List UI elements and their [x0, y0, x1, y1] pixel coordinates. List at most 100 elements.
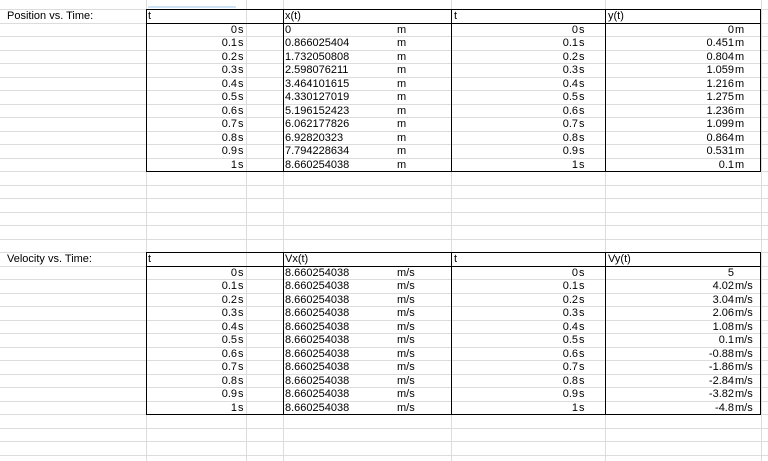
unit-cell[interactable]: s: [579, 104, 585, 117]
value-cell[interactable]: 0.3: [221, 307, 237, 319]
unit-cell[interactable]: s: [238, 293, 244, 306]
unit-cell[interactable]: s: [238, 91, 244, 103]
unit-cell[interactable]: s: [238, 145, 244, 157]
unit-cell[interactable]: m: [397, 131, 407, 144]
value-cell[interactable]: 0.2: [562, 50, 578, 63]
value-cell[interactable]: 8.660254038: [285, 266, 350, 279]
unit-cell[interactable]: s: [579, 307, 585, 319]
unit-cell[interactable]: m: [735, 37, 745, 49]
value-cell[interactable]: 0.866025404: [285, 37, 350, 49]
unit-cell[interactable]: m: [735, 50, 745, 63]
value-cell[interactable]: 0.5: [562, 334, 578, 346]
unit-cell[interactable]: s: [238, 401, 244, 414]
value-cell[interactable]: 1.08: [712, 320, 734, 333]
value-cell[interactable]: 0.9: [562, 388, 578, 400]
unit-cell[interactable]: s: [579, 334, 585, 346]
value-cell[interactable]: 1.059: [706, 64, 734, 76]
unit-cell[interactable]: s: [238, 104, 244, 117]
value-cell[interactable]: 0.7: [221, 118, 237, 130]
value-cell[interactable]: 1.275: [706, 91, 734, 103]
unit-cell[interactable]: s: [579, 361, 585, 373]
value-cell[interactable]: 7.794228634: [285, 145, 350, 157]
value-cell[interactable]: 0.6: [221, 104, 237, 117]
value-cell[interactable]: 0.3: [221, 64, 237, 76]
value-cell[interactable]: 2.06: [712, 307, 734, 319]
unit-cell[interactable]: s: [579, 118, 585, 130]
unit-cell[interactable]: s: [238, 280, 244, 292]
unit-cell[interactable]: m/s: [735, 401, 753, 414]
value-cell[interactable]: 1: [230, 401, 237, 414]
value-cell[interactable]: 0.9: [221, 145, 237, 157]
value-cell[interactable]: 8.660254038: [285, 401, 350, 414]
value-cell[interactable]: 8.660254038: [285, 320, 350, 333]
unit-cell[interactable]: s: [579, 401, 585, 414]
unit-cell[interactable]: s: [579, 37, 585, 49]
unit-cell[interactable]: s: [579, 388, 585, 400]
unit-cell[interactable]: m/s: [735, 280, 753, 292]
unit-cell[interactable]: s: [579, 23, 585, 36]
unit-cell[interactable]: s: [579, 91, 585, 103]
value-cell[interactable]: -1.86: [708, 361, 734, 373]
unit-cell[interactable]: m: [735, 77, 745, 90]
value-cell[interactable]: 1: [571, 158, 578, 171]
value-cell[interactable]: 8.660254038: [285, 361, 350, 373]
value-cell[interactable]: 1.099: [706, 118, 734, 130]
unit-cell[interactable]: s: [579, 131, 585, 144]
unit-cell[interactable]: m: [397, 23, 407, 36]
unit-cell[interactable]: s: [579, 145, 585, 157]
value-cell[interactable]: 0.7: [562, 118, 578, 130]
column-header[interactable]: Vx(t): [285, 253, 309, 265]
value-cell[interactable]: 8.660254038: [285, 280, 350, 292]
value-cell[interactable]: 0.1: [221, 37, 237, 49]
unit-cell[interactable]: m: [397, 64, 407, 76]
unit-cell[interactable]: s: [579, 266, 585, 279]
value-cell[interactable]: 0: [727, 23, 734, 36]
value-cell[interactable]: 5: [727, 266, 734, 279]
unit-cell[interactable]: s: [579, 64, 585, 76]
unit-cell[interactable]: s: [238, 131, 244, 144]
unit-cell[interactable]: m: [397, 50, 407, 63]
value-cell[interactable]: 1: [571, 401, 578, 414]
value-cell[interactable]: 1: [230, 158, 237, 171]
unit-cell[interactable]: s: [579, 320, 585, 333]
value-cell[interactable]: 0.4: [562, 320, 578, 333]
unit-cell[interactable]: s: [238, 347, 244, 360]
unit-cell[interactable]: s: [238, 64, 244, 76]
column-header[interactable]: t: [148, 253, 152, 265]
value-cell[interactable]: 0.2: [221, 50, 237, 63]
value-cell[interactable]: 0.5: [562, 91, 578, 103]
unit-cell[interactable]: s: [238, 23, 244, 36]
value-cell[interactable]: 8.660254038: [285, 158, 350, 171]
value-cell[interactable]: -4.8: [715, 401, 734, 414]
value-cell[interactable]: 1.216: [706, 77, 734, 90]
unit-cell[interactable]: m: [735, 64, 745, 76]
unit-cell[interactable]: s: [238, 266, 244, 279]
value-cell[interactable]: 6.062177826: [285, 118, 350, 130]
value-cell[interactable]: 0: [230, 23, 237, 36]
unit-cell[interactable]: m: [397, 104, 407, 117]
unit-cell[interactable]: s: [579, 293, 585, 306]
value-cell[interactable]: 5.196152423: [285, 104, 350, 117]
unit-cell[interactable]: m/s: [397, 374, 415, 387]
unit-cell[interactable]: m/s: [735, 320, 753, 333]
unit-cell[interactable]: m: [397, 91, 407, 103]
unit-cell[interactable]: s: [579, 158, 585, 171]
value-cell[interactable]: 8.660254038: [285, 334, 350, 346]
value-cell[interactable]: 8.660254038: [285, 293, 350, 306]
value-cell[interactable]: 0.3: [562, 307, 578, 319]
unit-cell[interactable]: m/s: [397, 361, 415, 373]
value-cell[interactable]: 8.660254038: [285, 347, 350, 360]
unit-cell[interactable]: m: [735, 91, 745, 103]
column-header[interactable]: t: [148, 10, 152, 22]
column-header[interactable]: t: [454, 10, 458, 22]
unit-cell[interactable]: s: [238, 307, 244, 319]
value-cell[interactable]: 1.732050808: [285, 50, 350, 63]
value-cell[interactable]: 0: [571, 266, 578, 279]
value-cell[interactable]: 0.451: [706, 37, 734, 49]
value-cell[interactable]: 0.4: [221, 77, 237, 90]
unit-cell[interactable]: s: [579, 77, 585, 90]
unit-cell[interactable]: m/s: [735, 388, 753, 400]
value-cell[interactable]: 0.864: [706, 131, 734, 144]
value-cell[interactable]: 0.2: [221, 293, 237, 306]
